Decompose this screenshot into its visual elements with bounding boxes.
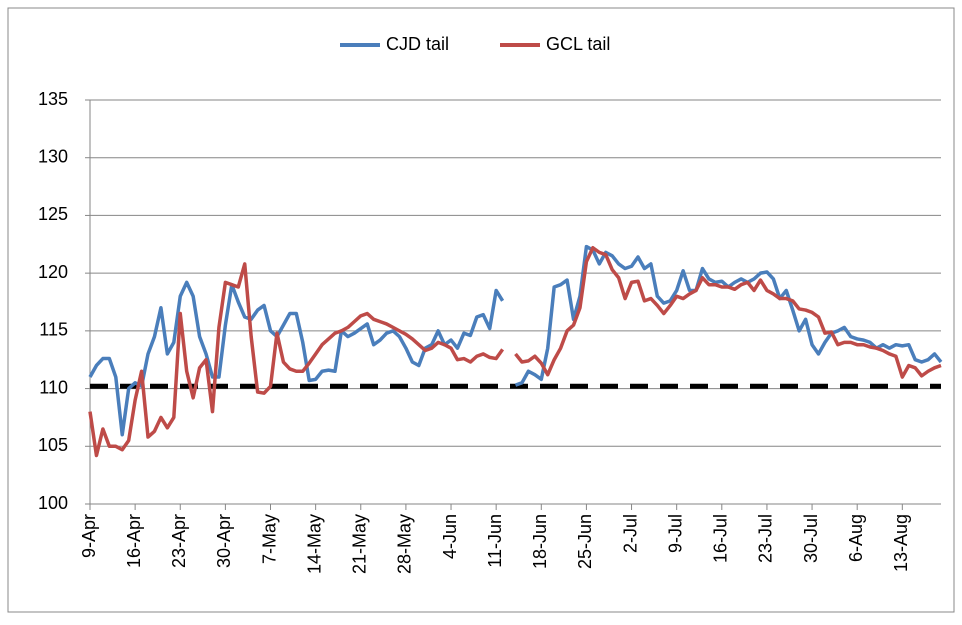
- legend-label: CJD tail: [386, 34, 449, 54]
- x-tick-label: 28-May: [395, 514, 415, 574]
- y-tick-label: 130: [38, 146, 68, 166]
- x-tick-label: 25-Jun: [575, 514, 595, 569]
- legend-label: GCL tail: [546, 34, 610, 54]
- x-tick-label: 23-Jul: [756, 514, 776, 563]
- x-tick-label: 18-Jun: [530, 514, 550, 569]
- y-tick-label: 135: [38, 89, 68, 109]
- x-tick-label: 30-Apr: [214, 514, 234, 568]
- x-tick-label: 9-Jul: [665, 514, 685, 553]
- x-tick-label: 9-Apr: [79, 514, 99, 558]
- x-tick-label: 2-Jul: [620, 514, 640, 553]
- y-tick-label: 125: [38, 204, 68, 224]
- x-tick-label: 13-Aug: [891, 514, 911, 572]
- x-tick-label: 30-Jul: [801, 514, 821, 563]
- x-tick-label: 4-Jun: [440, 514, 460, 559]
- chart-border: [7, 7, 955, 613]
- y-tick-label: 110: [39, 377, 68, 397]
- x-tick-label: 16-Apr: [124, 514, 144, 568]
- x-tick-label: 23-Apr: [169, 514, 189, 568]
- y-tick-label: 115: [39, 320, 68, 340]
- x-tick-label: 14-May: [304, 514, 324, 574]
- y-tick-label: 120: [38, 262, 68, 282]
- y-tick-label: 100: [38, 493, 68, 513]
- series-line: [88, 246, 942, 458]
- y-tick-label: 105: [38, 435, 68, 455]
- x-tick-label: 16-Jul: [711, 514, 731, 563]
- x-tick-label: 6-Aug: [846, 514, 866, 562]
- x-tick-label: 11-Jun: [485, 514, 505, 568]
- x-tick-label: 21-May: [350, 514, 370, 574]
- x-tick-label: 7-May: [259, 514, 279, 564]
